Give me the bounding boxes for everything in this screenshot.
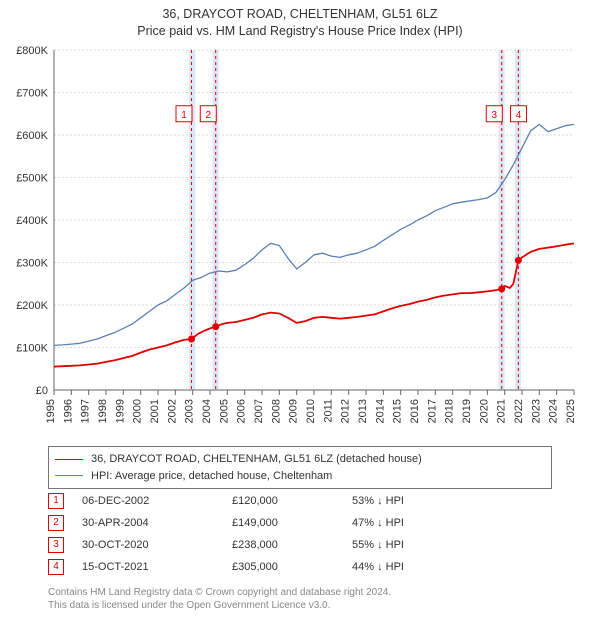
legend-row-hpi: HPI: Average price, detached house, Chel… bbox=[55, 468, 545, 485]
table-row: 4 15-OCT-2021 £305,000 44% ↓ HPI bbox=[48, 556, 552, 578]
svg-text:2015: 2015 bbox=[392, 399, 404, 423]
price-chart: £0 £100K £200K £300K £400K £500K £600K £700K £80… bbox=[0, 40, 600, 440]
svg-text:2: 2 bbox=[205, 110, 211, 121]
transaction-delta: 47% ↓ HPI bbox=[352, 517, 462, 529]
legend-swatch-hpi bbox=[55, 475, 83, 476]
transaction-price: £149,000 bbox=[232, 517, 352, 529]
license-text: Contains HM Land Registry data © Crown c… bbox=[48, 586, 552, 612]
transaction-price: £120,000 bbox=[232, 495, 352, 507]
svg-text:2006: 2006 bbox=[236, 399, 248, 423]
table-row: 1 06-DEC-2002 £120,000 53% ↓ HPI bbox=[48, 490, 552, 512]
table-row: 2 30-APR-2004 £149,000 47% ↓ HPI bbox=[48, 512, 552, 534]
transaction-date: 15-OCT-2021 bbox=[82, 561, 232, 573]
transaction-delta: 44% ↓ HPI bbox=[352, 561, 462, 573]
svg-text:£700K: £700K bbox=[16, 88, 48, 100]
svg-text:£400K: £400K bbox=[16, 215, 48, 227]
svg-text:3: 3 bbox=[491, 110, 497, 121]
svg-text:2005: 2005 bbox=[218, 399, 230, 423]
transaction-date: 30-OCT-2020 bbox=[82, 539, 232, 551]
transaction-marker: 4 bbox=[48, 559, 64, 575]
chart-title-line1: 36, DRAYCOT ROAD, CHELTENHAM, GL51 6LZ bbox=[0, 6, 600, 23]
svg-text:2017: 2017 bbox=[426, 399, 438, 423]
svg-text:2010: 2010 bbox=[305, 399, 317, 423]
svg-text:1999: 1999 bbox=[114, 399, 126, 423]
svg-text:2002: 2002 bbox=[166, 399, 178, 423]
svg-text:2018: 2018 bbox=[444, 399, 456, 423]
svg-text:2007: 2007 bbox=[253, 399, 265, 423]
svg-text:1997: 1997 bbox=[80, 399, 92, 423]
svg-text:2001: 2001 bbox=[149, 399, 161, 423]
legend-box: 36, DRAYCOT ROAD, CHELTENHAM, GL51 6LZ (… bbox=[48, 446, 552, 489]
svg-text:£300K: £300K bbox=[16, 258, 48, 270]
chart-svg: £0 £100K £200K £300K £400K £500K £600K £700K £80… bbox=[0, 40, 600, 440]
legend-label-hpi: HPI: Average price, detached house, Chel… bbox=[91, 468, 332, 485]
license-line1: Contains HM Land Registry data © Crown c… bbox=[48, 586, 552, 599]
svg-text:2022: 2022 bbox=[513, 399, 525, 423]
license-line2: This data is licensed under the Open Gov… bbox=[48, 599, 552, 612]
svg-text:2008: 2008 bbox=[270, 399, 282, 423]
transaction-marker: 3 bbox=[48, 537, 64, 553]
price-vs-hpi-figure: { "title": { "line1": "36, DRAYCOT ROAD,… bbox=[0, 0, 600, 620]
svg-text:2013: 2013 bbox=[357, 399, 369, 423]
svg-text:£200K: £200K bbox=[16, 300, 48, 312]
svg-text:1996: 1996 bbox=[62, 399, 74, 423]
transactions-table: 1 06-DEC-2002 £120,000 53% ↓ HPI 2 30-AP… bbox=[48, 490, 552, 578]
legend-swatch-property bbox=[55, 459, 83, 460]
transaction-date: 30-APR-2004 bbox=[82, 517, 232, 529]
transaction-date: 06-DEC-2002 bbox=[82, 495, 232, 507]
svg-text:£600K: £600K bbox=[16, 130, 48, 142]
svg-text:2014: 2014 bbox=[374, 399, 386, 423]
svg-text:2016: 2016 bbox=[409, 399, 421, 423]
svg-text:4: 4 bbox=[516, 110, 522, 121]
transaction-price: £305,000 bbox=[232, 561, 352, 573]
svg-text:£800K: £800K bbox=[16, 45, 48, 57]
transaction-marker: 1 bbox=[48, 493, 64, 509]
svg-text:2000: 2000 bbox=[132, 399, 144, 423]
svg-text:2021: 2021 bbox=[496, 399, 508, 423]
svg-text:1995: 1995 bbox=[45, 399, 57, 423]
svg-text:2023: 2023 bbox=[530, 399, 542, 423]
svg-text:2019: 2019 bbox=[461, 399, 473, 423]
chart-title-block: 36, DRAYCOT ROAD, CHELTENHAM, GL51 6LZ P… bbox=[0, 0, 600, 40]
table-row: 3 30-OCT-2020 £238,000 55% ↓ HPI bbox=[48, 534, 552, 556]
svg-text:2012: 2012 bbox=[340, 399, 352, 423]
svg-text:2011: 2011 bbox=[322, 399, 334, 423]
transaction-delta: 55% ↓ HPI bbox=[352, 539, 462, 551]
svg-text:2025: 2025 bbox=[565, 399, 577, 423]
legend-row-property: 36, DRAYCOT ROAD, CHELTENHAM, GL51 6LZ (… bbox=[55, 451, 545, 468]
svg-text:2003: 2003 bbox=[184, 399, 196, 423]
svg-text:2020: 2020 bbox=[478, 399, 490, 423]
svg-text:£500K: £500K bbox=[16, 173, 48, 185]
transaction-marker: 2 bbox=[48, 515, 64, 531]
svg-text:2004: 2004 bbox=[201, 399, 213, 423]
chart-title-line2: Price paid vs. HM Land Registry's House … bbox=[0, 23, 600, 40]
transaction-delta: 53% ↓ HPI bbox=[352, 495, 462, 507]
svg-text:2024: 2024 bbox=[548, 399, 560, 423]
svg-text:1998: 1998 bbox=[97, 399, 109, 423]
svg-text:2009: 2009 bbox=[288, 399, 300, 423]
legend-label-property: 36, DRAYCOT ROAD, CHELTENHAM, GL51 6LZ (… bbox=[91, 451, 422, 468]
svg-text:£100K: £100K bbox=[16, 343, 48, 355]
transaction-price: £238,000 bbox=[232, 539, 352, 551]
svg-text:£0: £0 bbox=[36, 385, 48, 397]
svg-text:1: 1 bbox=[181, 110, 187, 121]
